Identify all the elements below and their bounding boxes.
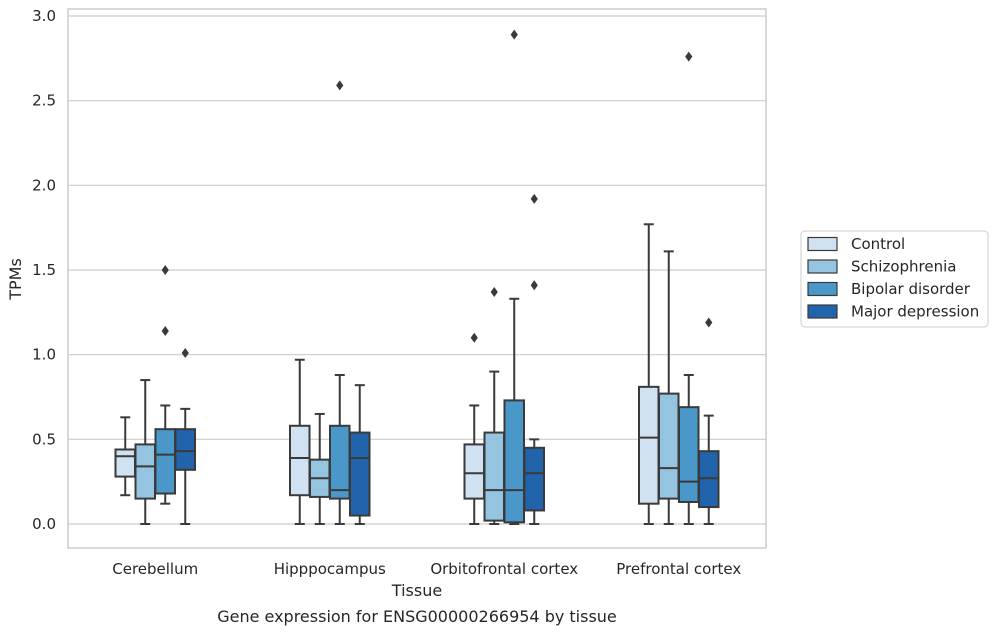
box	[678, 51, 700, 525]
y-tick-label: 1.5	[32, 261, 56, 279]
outlier-point	[705, 317, 713, 328]
outlier-point	[181, 347, 189, 358]
y-tick-label: 1.0	[32, 346, 56, 364]
legend-label: Bipolar disorder	[851, 280, 971, 298]
outlier-point	[530, 280, 538, 291]
y-tick-label: 2.5	[32, 92, 56, 110]
plot-frame	[67, 8, 767, 549]
outlier-point	[530, 193, 538, 204]
box	[154, 265, 176, 505]
box-body	[134, 443, 156, 500]
x-tick-label: Cerebellum	[112, 560, 198, 578]
box	[463, 332, 485, 525]
outlier-point	[490, 287, 498, 298]
category-group	[463, 29, 545, 525]
box	[134, 379, 156, 525]
box	[658, 250, 680, 525]
box-body	[349, 431, 371, 517]
box-body	[658, 392, 680, 500]
box-body	[678, 406, 700, 503]
box	[503, 29, 525, 525]
y-tick-labels: 0.0 0.5 1.0 1.5 2.0 2.5 3.0	[32, 7, 56, 533]
legend-swatch	[807, 304, 838, 319]
y-tick-label: 0.0	[32, 515, 56, 533]
box	[174, 347, 196, 525]
box	[329, 80, 351, 525]
box	[698, 317, 720, 525]
y-tick-label: 0.5	[32, 430, 56, 448]
box-body	[483, 431, 505, 522]
legend-swatch	[807, 281, 838, 297]
y-tick-label: 3.0	[32, 7, 56, 25]
box	[309, 412, 331, 525]
y-tick-label: 2.0	[32, 176, 56, 194]
box-body	[638, 385, 660, 505]
outlier-point	[161, 265, 169, 275]
box-groups	[114, 29, 720, 525]
box	[114, 416, 136, 497]
outlier-point	[161, 325, 169, 336]
chart-caption: Gene expression for ENSG00000266954 by t…	[217, 607, 617, 626]
legend: Control Schizophrenia Bipolar disorder Majo…	[800, 230, 989, 328]
legend-label: Schizophrenia	[851, 258, 956, 276]
box	[638, 223, 660, 525]
x-tick-label: Prefrontal cortex	[616, 560, 741, 578]
outlier-point	[470, 332, 478, 343]
legend-swatch	[807, 236, 838, 252]
category-group	[638, 51, 720, 525]
box	[483, 287, 505, 525]
outlier-point	[685, 51, 693, 62]
outlier-point	[336, 80, 344, 91]
legend-swatch	[807, 259, 838, 274]
y-axis-label: TPMs	[6, 258, 25, 301]
box-body	[503, 399, 525, 524]
outlier-point	[510, 29, 518, 40]
box	[349, 384, 371, 525]
box-body	[114, 448, 136, 478]
legend-label: Control	[851, 235, 905, 253]
box	[523, 193, 545, 525]
legend-label: Major depression	[851, 303, 979, 321]
x-axis-label: Tissue	[391, 581, 442, 600]
category-group	[114, 265, 196, 525]
legend-frame	[800, 230, 989, 328]
x-tick-label: Orbitofrontal cortex	[430, 560, 578, 578]
box-body	[463, 443, 485, 500]
box-body	[523, 446, 545, 512]
x-tick-label: Hipppocampus	[274, 560, 386, 578]
box-body	[329, 424, 351, 500]
x-tick-labels: Cerebellum Hipppocampus Orbitofrontal cort…	[112, 560, 741, 578]
box-body	[174, 428, 196, 471]
box-body	[289, 424, 311, 497]
box	[289, 358, 311, 525]
box-body	[154, 428, 176, 495]
category-group	[289, 80, 371, 525]
